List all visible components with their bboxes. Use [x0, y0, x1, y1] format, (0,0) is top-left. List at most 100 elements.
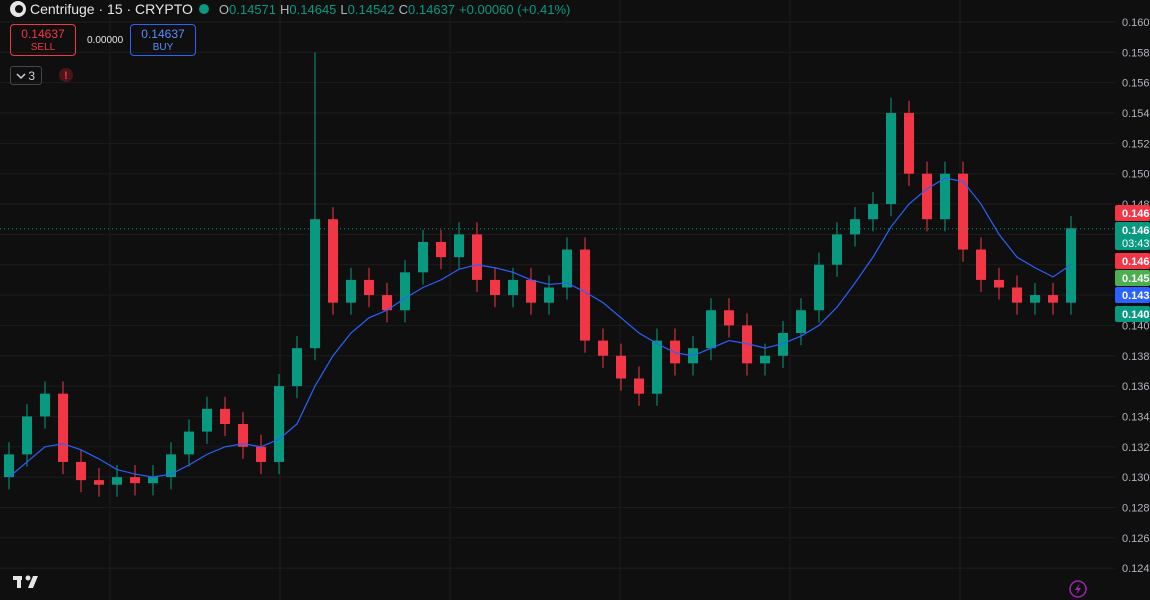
candle-body [886, 113, 896, 205]
candle-body [58, 393, 68, 462]
y-tick-label: 0.138 [1122, 351, 1150, 363]
candle-body [940, 173, 950, 220]
legend: Centrifuge · 15 · CRYPTO O0.14571 H0.1464… [10, 0, 570, 18]
y-tick-label: 0.140 [1122, 320, 1150, 332]
candle-body [310, 219, 320, 349]
candle-body [958, 173, 968, 250]
candle-body [724, 310, 734, 326]
candle-body [94, 480, 104, 485]
price-badge-label: 0.143 [1122, 290, 1150, 302]
y-tick-label: 0.158 [1122, 47, 1150, 59]
y-tick-label: 0.128 [1122, 502, 1150, 514]
moving-average [8, 177, 1072, 478]
ohlc: O0.14571 H0.14645 L0.14542 C0.14637 [215, 2, 455, 17]
price-badge-label: 0.140 [1122, 309, 1150, 321]
candle-body [472, 234, 482, 280]
candle-body [1048, 295, 1058, 303]
y-tick-label: 0.134 [1122, 411, 1150, 423]
candle-body [868, 204, 878, 220]
symbol-logo [10, 1, 26, 17]
lightning-button[interactable] [1069, 580, 1087, 598]
change: +0.00060 (+0.41%) [459, 1, 571, 17]
price-badge-label: 0.146 [1122, 225, 1150, 237]
candle-body [328, 219, 338, 303]
candle-body [994, 279, 1004, 288]
price-badge [1115, 205, 1150, 221]
ohlc-label: C [398, 1, 409, 17]
candle-body [1012, 287, 1022, 303]
price-badge-label: 0.146 [1122, 208, 1150, 220]
candle-body [742, 325, 752, 364]
candle-body [454, 234, 464, 258]
y-tick-label: 0.130 [1122, 472, 1150, 484]
candle-body [418, 241, 428, 273]
tv-logo [13, 575, 38, 588]
candle-body [130, 477, 140, 484]
sell-button[interactable]: 0.14637 SELL [10, 24, 76, 56]
alert-icon[interactable]: ! [59, 68, 73, 82]
candle-body [796, 310, 806, 333]
candle-body [562, 249, 572, 288]
sell-price: 0.14637 [21, 27, 65, 41]
symbol[interactable]: Centrifuge · 15 · CRYPTO [30, 1, 193, 17]
candle-body [814, 264, 824, 311]
candle-body [580, 249, 590, 341]
candle-body [598, 340, 608, 356]
y-tick-label: 0.156 [1122, 78, 1150, 90]
y-tick-label: 0.132 [1122, 442, 1150, 454]
y-tick-label: 0.136 [1122, 381, 1150, 393]
candle-body [346, 279, 356, 303]
candle-body [634, 378, 644, 394]
spread: 0.00000 [87, 35, 124, 46]
candle-body [292, 348, 302, 387]
status-dot [198, 4, 209, 14]
candle-body [256, 446, 266, 462]
candle-body [112, 477, 122, 485]
candle-body [670, 340, 680, 364]
price-badge [1115, 287, 1150, 303]
candle-body [490, 279, 500, 296]
candle-body [202, 408, 212, 432]
candle-body [652, 340, 662, 394]
candle-body [526, 279, 536, 303]
svg-text:!: ! [64, 70, 68, 82]
y-tick-label: 0.152 [1122, 138, 1150, 150]
price-badge-label: 0.146 [1122, 256, 1150, 268]
candle-body [1030, 295, 1040, 303]
candle-body [364, 279, 374, 296]
sell-label: SELL [30, 42, 56, 53]
candle-body [544, 287, 554, 303]
y-tick-label: 0.126 [1122, 533, 1150, 545]
candle-body [238, 424, 248, 447]
chevron [16, 73, 26, 80]
y-tick-label: 0.124 [1122, 563, 1150, 575]
candle-body [166, 454, 176, 478]
ohlc-label: H [280, 1, 290, 17]
candle-body [436, 241, 446, 258]
indicator-toggle[interactable]: 3 [10, 66, 42, 85]
candle-body [508, 279, 518, 296]
candle-body [382, 295, 392, 311]
y-tick-label: 0.154 [1122, 108, 1150, 120]
price-badge-label: 0.145 [1122, 273, 1150, 285]
buy-button[interactable]: 0.14637 BUY [130, 24, 196, 56]
ohlc-value: 0.14645 [289, 1, 337, 17]
candle-body [616, 355, 626, 379]
indicator-count: 3 [28, 69, 35, 83]
buy-label: BUY [152, 42, 174, 53]
candle-body [4, 454, 14, 478]
price-badge [1115, 270, 1150, 286]
candle-body [850, 219, 860, 235]
candle-body [706, 310, 716, 349]
candle-body [832, 234, 842, 265]
ohlc-value: 0.14571 [229, 1, 277, 17]
y-tick-label: 0.150 [1122, 169, 1150, 181]
price-badge [1115, 306, 1150, 322]
candle-body [976, 249, 986, 280]
candle-body [220, 408, 230, 425]
candle-body [904, 113, 914, 174]
ohlc-value: 0.14637 [408, 1, 456, 17]
candle-body [400, 272, 410, 311]
